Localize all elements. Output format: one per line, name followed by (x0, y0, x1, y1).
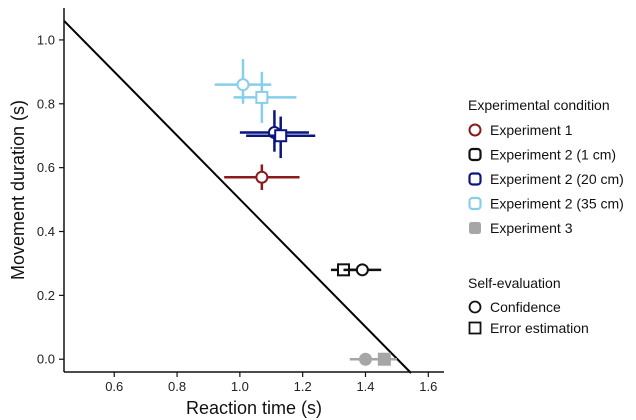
legend-marker-filled-square (469, 222, 481, 234)
reference-line (63, 20, 412, 374)
x-axis-title: Reaction time (s) (186, 398, 322, 418)
legend-self-evaluation: Self-evaluation Confidence Error estimati… (468, 275, 589, 336)
y-tick-label: 0.6 (37, 160, 55, 175)
data-point-group (233, 71, 297, 123)
plot-area (63, 20, 412, 374)
x-tick-label: 0.8 (168, 379, 186, 394)
legend-label: Experiment 2 (20 cm) (490, 171, 624, 187)
y-tick-label: 0.0 (37, 352, 55, 367)
data-point-group (371, 352, 397, 366)
x-tick-label: 1.6 (419, 379, 437, 394)
data-point-group (224, 164, 300, 190)
y-tick-label: 0.8 (37, 96, 55, 111)
data-point-square (255, 90, 269, 104)
y-tick-label: 1.0 (37, 32, 55, 47)
legend-marker-circle (468, 123, 482, 137)
legend-marker-octagon (468, 196, 482, 211)
legend-marker-square (468, 321, 482, 335)
data-point-square (377, 352, 391, 366)
data-point-circle (358, 352, 372, 366)
x-tick-label: 0.6 (105, 379, 123, 394)
x-tick-label: 1.4 (356, 379, 374, 394)
data-point-group (246, 116, 316, 159)
y-ticks: 0.0 0.2 0.4 0.6 0.8 1.0 (37, 32, 64, 367)
axes (63, 8, 444, 373)
data-point-circle (355, 263, 369, 277)
legend-label: Experiment 2 (35 cm) (490, 196, 624, 212)
legend-experimental-condition: Experimental condition Experiment 1 Exper… (468, 97, 624, 236)
data-point-circle (255, 170, 269, 184)
data-point-circle (236, 78, 250, 92)
legend-marker-octagon (468, 147, 482, 162)
x-tick-label: 1.2 (294, 379, 312, 394)
legend-label: Confidence (490, 299, 561, 315)
legend-marker-circle (468, 300, 482, 314)
data-point-square (274, 129, 288, 143)
legend-label: Error estimation (490, 320, 589, 336)
legend-title-evaluation: Self-evaluation (468, 275, 561, 291)
legend-title-condition: Experimental condition (468, 97, 610, 113)
data-point-group (343, 263, 382, 277)
legend-label: Experiment 2 (1 cm) (490, 147, 616, 163)
legend-label: Experiment 1 (490, 122, 573, 138)
legend-marker-octagon (468, 172, 482, 186)
legend-label: Experiment 3 (490, 220, 573, 236)
y-axis-title: Movement duration (s) (8, 100, 28, 280)
y-tick-label: 0.4 (37, 224, 55, 239)
y-tick-label: 0.2 (37, 288, 55, 303)
x-tick-label: 1.0 (231, 379, 249, 394)
x-ticks: 0.6 0.8 1.0 1.2 1.4 1.6 (105, 372, 437, 394)
